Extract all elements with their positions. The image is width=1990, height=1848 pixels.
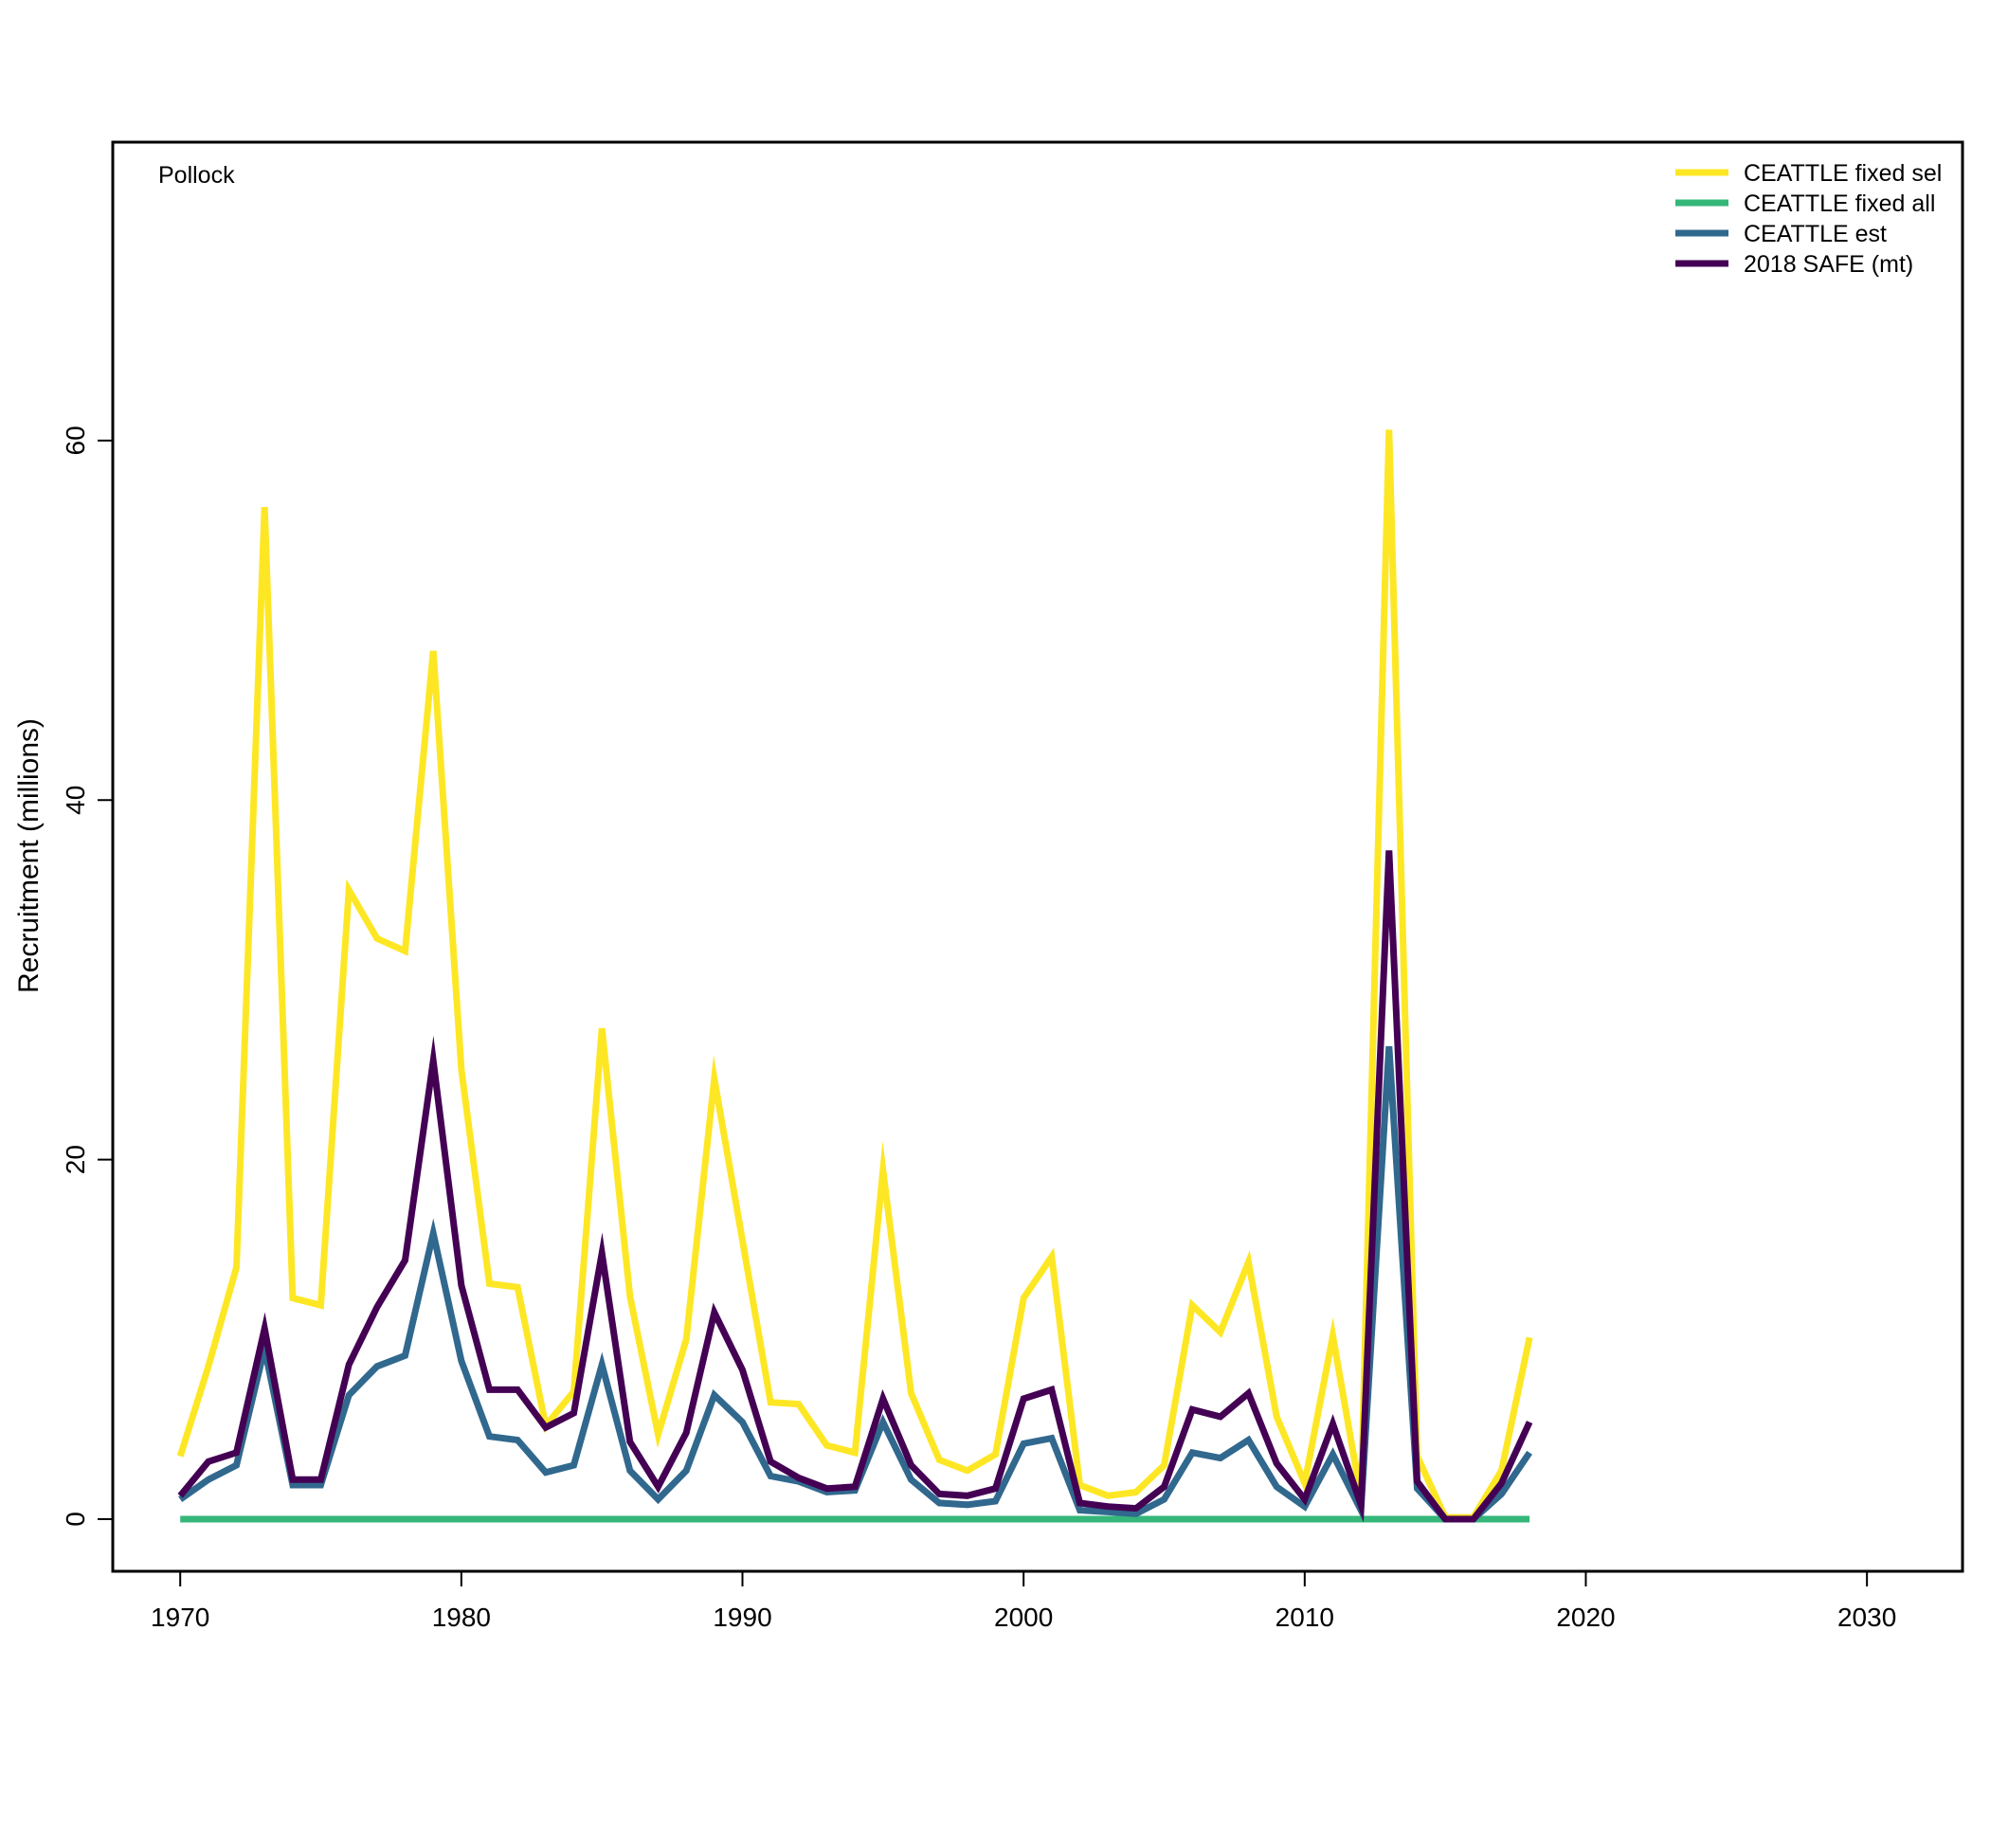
x-tick-label: 1990 [713, 1603, 771, 1632]
legend-label: 2018 SAFE (mt) [1744, 251, 1913, 278]
y-tick-label: 60 [61, 426, 90, 455]
x-tick-label: 2010 [1275, 1603, 1334, 1632]
legend: CEATTLE fixed sel CEATTLE fixed all CEATTL… [1675, 160, 1942, 278]
legend-label: CEATTLE fixed sel [1744, 160, 1942, 187]
panel-label: Pollock [158, 162, 235, 189]
series-lines [176, 429, 1533, 1523]
y-tick-label: 20 [61, 1145, 90, 1174]
x-tick-label: 2020 [1556, 1603, 1615, 1632]
plot-frame [111, 140, 1964, 1573]
x-axis: 1970 1980 1990 2000 2010 2020 2030 [151, 1570, 1896, 1632]
y-axis-title: Recruitment (millions) [13, 718, 45, 993]
series-line-ceattle-fixed-sel [176, 429, 1533, 1521]
series-line-ceattle-est [178, 1045, 1532, 1523]
legend-label: CEATTLE est [1744, 221, 1887, 247]
y-axis: 0 20 40 60 [61, 426, 114, 1527]
y-tick-label: 0 [61, 1512, 90, 1527]
x-tick-label: 1980 [432, 1603, 491, 1632]
y-tick-label: 40 [61, 786, 90, 815]
x-tick-label: 2030 [1837, 1603, 1896, 1632]
x-tick-label: 1970 [151, 1603, 209, 1632]
x-tick-label: 2000 [994, 1603, 1053, 1632]
legend-label: CEATTLE fixed all [1744, 190, 1935, 217]
series-line-2018-safe-mt [177, 850, 1533, 1523]
